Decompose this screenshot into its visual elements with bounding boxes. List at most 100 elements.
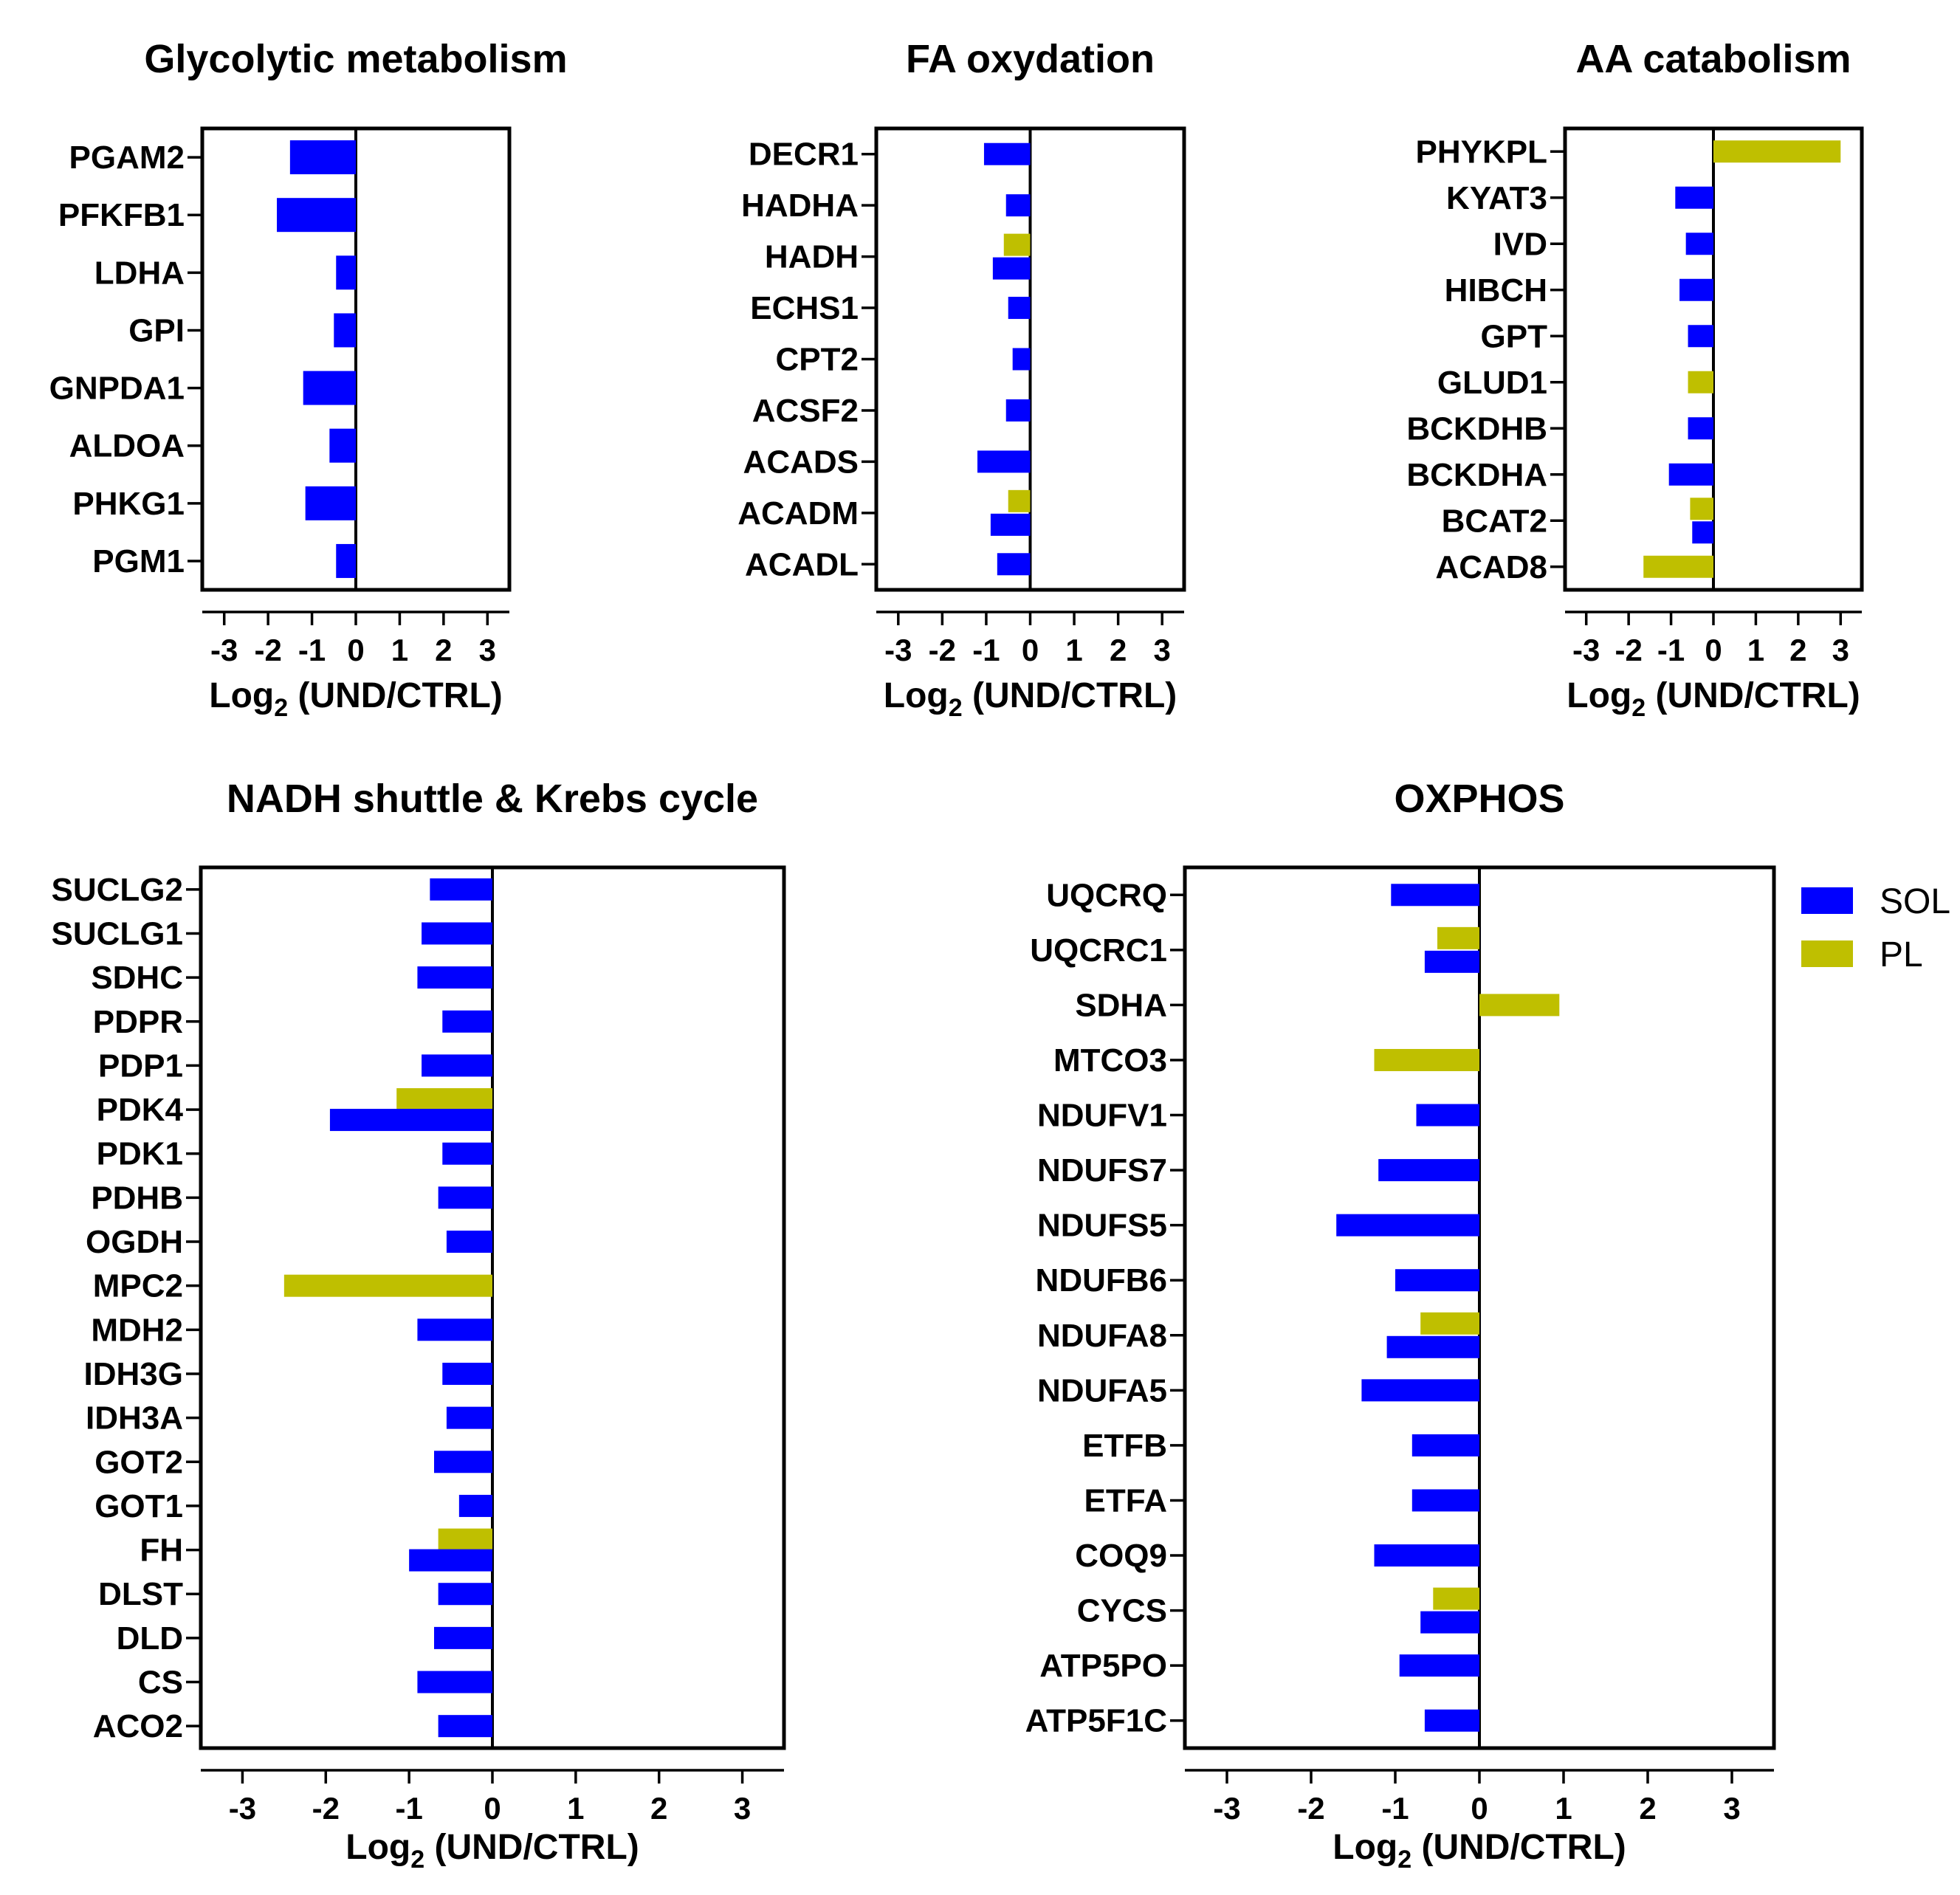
category-label: ETFA: [1084, 1482, 1167, 1519]
x-tick-label: 3: [734, 1791, 751, 1826]
bar-sol-cycs: [1420, 1611, 1479, 1634]
x-tick-label: 0: [1022, 633, 1039, 667]
bar-sol-ndufs5: [1336, 1214, 1479, 1237]
x-tick-label: 2: [435, 633, 452, 667]
bar-sol-pdk1: [442, 1142, 492, 1165]
bar-sol-bckdhb: [1688, 417, 1713, 440]
x-tick-label: 1: [1747, 633, 1764, 667]
bar-sol-sdhc: [417, 966, 492, 989]
category-label: LDHA: [94, 255, 185, 291]
legend-swatch-sol: [1801, 887, 1853, 914]
x-tick-label: -1: [1381, 1791, 1409, 1826]
category-label: ACADS: [743, 444, 859, 480]
category-label: DECR1: [749, 137, 859, 173]
chart-title: Glycolytic metabolism: [144, 37, 567, 81]
bar-pl-bcat2: [1690, 498, 1713, 520]
x-tick-label: -2: [254, 633, 281, 667]
bar-pl-mpc2: [283, 1274, 492, 1297]
category-label: BCKDHA: [1406, 457, 1547, 493]
chart-title: AA catabolism: [1575, 37, 1851, 81]
x-tick-label: -1: [298, 633, 326, 667]
x-tick-label: -1: [972, 633, 1000, 667]
x-tick-label: 0: [347, 633, 364, 667]
bar-sol-uqcrc1: [1424, 950, 1479, 973]
bar-sol-etfa: [1411, 1489, 1479, 1512]
category-label: CPT2: [776, 342, 859, 378]
x-axis-label: Log2 (UND/CTRL): [345, 1828, 639, 1874]
x-tick-label: 2: [1789, 633, 1806, 667]
category-label: NDUFA8: [1037, 1318, 1167, 1354]
bar-sol-suclg2: [430, 878, 492, 901]
category-label: DLST: [98, 1576, 183, 1612]
category-label: ATP5F1C: [1025, 1703, 1167, 1739]
bar-pl-ndufa8: [1420, 1312, 1479, 1335]
x-tick-label: 3: [1723, 1791, 1740, 1826]
bar-sol-aldoa: [329, 428, 356, 463]
bar-pl-uqcrc1: [1437, 926, 1479, 949]
chart-panel-3: AA catabolism PHYKPL KYAT3 IVD HIBCH GPT GLUD1…: [1406, 37, 1864, 722]
bar-sol-ldha: [336, 255, 356, 290]
x-tick-label: -2: [312, 1791, 340, 1826]
x-tick-label: 1: [1555, 1791, 1572, 1826]
bar-sol-phkg1: [305, 486, 356, 520]
category-label: MDH2: [91, 1312, 183, 1348]
x-axis-label: Log2 (UND/CTRL): [1567, 676, 1860, 722]
category-label: PDP1: [98, 1048, 183, 1084]
bar-sol-acsf2: [1005, 399, 1031, 422]
category-label: CYCS: [1077, 1593, 1167, 1629]
x-tick-label: 0: [1471, 1791, 1488, 1826]
bar-sol-acadl: [997, 553, 1031, 576]
bar-sol-suclg1: [422, 922, 492, 945]
bar-sol-ndufv1: [1416, 1104, 1479, 1127]
category-label: PDPR: [93, 1004, 183, 1040]
category-label: ALDOA: [69, 428, 185, 464]
chart-panel-5: OXPHOS UQCRQ UQCRC1 SDHA MTCO3 NDUFV1 NDUFS7 ND…: [1025, 777, 1950, 1874]
bar-sol-cpt2: [1012, 348, 1031, 371]
bar-sol-uqcrq: [1391, 884, 1479, 907]
bar-sol-hibch: [1679, 278, 1713, 301]
category-label: GLUD1: [1437, 365, 1547, 401]
x-tick-label: 2: [1639, 1791, 1656, 1826]
x-tick-label: -2: [1297, 1791, 1324, 1826]
category-label: PHKG1: [72, 486, 185, 522]
bar-sol-dlst: [438, 1583, 492, 1606]
bar-sol-etfb: [1411, 1434, 1479, 1456]
x-tick-label: 3: [1154, 633, 1171, 667]
bar-sol-pdpr: [442, 1010, 492, 1033]
bar-sol-hadha: [1005, 194, 1031, 217]
bar-sol-gnpda1: [303, 371, 356, 405]
category-label: PGAM2: [69, 140, 185, 176]
x-tick-label: -3: [1572, 633, 1600, 667]
bar-sol-pgam2: [289, 140, 356, 175]
category-label: MPC2: [93, 1268, 183, 1304]
x-tick-label: -3: [884, 633, 912, 667]
legend-label-sol: SOL: [1880, 882, 1950, 921]
bar-sol-acads: [977, 450, 1031, 473]
category-label: FH: [140, 1533, 183, 1569]
category-label: NDUFS7: [1037, 1152, 1167, 1189]
bar-sol-coq9: [1374, 1544, 1479, 1567]
category-label: ATP5PO: [1039, 1648, 1167, 1684]
category-label: ACO2: [93, 1708, 183, 1744]
category-label: IDH3A: [86, 1400, 183, 1437]
x-tick-label: 1: [1065, 633, 1082, 667]
bar-pl-fh: [438, 1528, 492, 1551]
category-label: IDH3G: [84, 1356, 183, 1392]
x-tick-label: 2: [650, 1791, 667, 1826]
bar-sol-aco2: [438, 1715, 492, 1738]
bar-sol-pgm1: [336, 543, 356, 578]
bar-pl-pdk4: [396, 1088, 492, 1111]
category-label: ACAD8: [1435, 549, 1547, 585]
category-label: BCKDHB: [1406, 410, 1547, 447]
bar-pl-acad8: [1643, 555, 1713, 578]
x-tick-label: 2: [1110, 633, 1127, 667]
bar-sol-pdp1: [422, 1054, 492, 1077]
bar-sol-ivd: [1685, 233, 1713, 255]
category-label: PHYKPL: [1416, 134, 1547, 170]
category-label: SUCLG1: [52, 915, 183, 952]
bar-sol-gpi: [334, 313, 356, 348]
bar-sol-pdhb: [438, 1186, 492, 1209]
x-tick-label: 0: [484, 1791, 501, 1826]
bar-pl-hadh: [1003, 233, 1031, 256]
bar-sol-mdh2: [417, 1318, 492, 1341]
